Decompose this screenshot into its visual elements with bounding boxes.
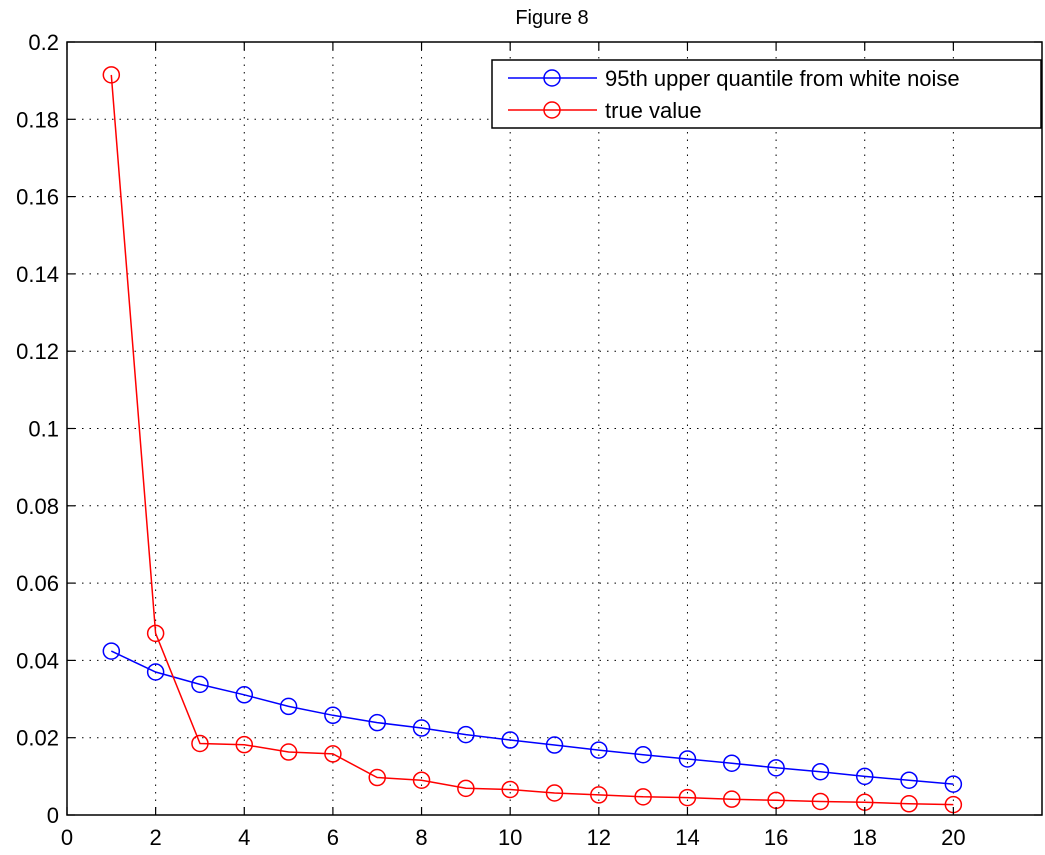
- y-tick-label: 0.12: [16, 339, 59, 364]
- data-point-series-1: [545, 784, 564, 802]
- data-point-series-0: [235, 686, 254, 704]
- grid-lines: [66, 41, 1042, 816]
- data-point-series-1: [723, 790, 741, 808]
- x-tick-label: 6: [327, 825, 339, 850]
- data-point-series-0: [368, 713, 386, 732]
- data-point-series-1: [412, 771, 431, 789]
- x-tick-label: 2: [150, 825, 162, 850]
- x-tick-label: 16: [764, 825, 788, 850]
- data-point-series-1: [235, 735, 254, 754]
- data-point-series-1: [634, 788, 652, 806]
- data-point-series-1: [368, 768, 386, 787]
- legend-marker-series-0: [543, 69, 561, 87]
- data-point-series-0: [767, 759, 785, 777]
- y-tick-label: 0.08: [16, 494, 59, 519]
- data-point-series-0: [501, 731, 519, 749]
- data-point-series-0: [944, 775, 963, 793]
- x-tick-label: 8: [415, 825, 427, 850]
- legend-label-series-1: true value: [605, 98, 702, 123]
- plot-series: [102, 66, 963, 814]
- data-point-series-0: [545, 736, 564, 754]
- data-point-series-0: [146, 663, 165, 681]
- data-point-series-1: [191, 734, 209, 753]
- y-tick-label: 0.06: [16, 571, 59, 596]
- legend-box: [491, 59, 1042, 129]
- y-tick-label: 0.2: [28, 30, 59, 55]
- data-point-series-0: [855, 767, 874, 786]
- x-tick-label: 14: [675, 825, 699, 850]
- series-line-0: [110, 650, 954, 785]
- data-point-series-0: [900, 771, 918, 789]
- data-point-series-0: [412, 719, 431, 737]
- data-point-series-1: [590, 786, 608, 804]
- legend-marker-series-1: [543, 101, 561, 119]
- data-point-series-1: [900, 795, 918, 813]
- data-point-series-1: [279, 743, 298, 761]
- series-line-1: [110, 74, 954, 806]
- legend: 95th upper quantile from white noise tru…: [491, 59, 1042, 129]
- y-tick-label: 0.18: [16, 107, 59, 132]
- y-tick-label: 0.14: [16, 262, 59, 287]
- data-point-series-0: [678, 750, 697, 768]
- data-point-series-0: [102, 642, 121, 660]
- x-tick-label: 18: [852, 825, 876, 850]
- data-point-series-0: [324, 706, 342, 725]
- data-point-series-1: [324, 745, 342, 763]
- legend-label-series-0: 95th upper quantile from white noise: [605, 66, 960, 91]
- x-tick-label: 12: [587, 825, 611, 850]
- data-point-series-0: [811, 762, 830, 781]
- data-point-series-1: [501, 780, 519, 799]
- data-point-series-0: [590, 741, 608, 759]
- x-tick-label: 20: [941, 825, 965, 850]
- x-tick-label: 10: [498, 825, 522, 850]
- data-point-series-1: [457, 779, 475, 798]
- data-point-series-0: [723, 754, 741, 772]
- chart-title: Figure 8: [515, 7, 588, 29]
- y-tick-label: 0.16: [16, 185, 59, 210]
- data-point-series-1: [102, 66, 121, 84]
- data-point-series-1: [146, 624, 165, 643]
- x-tick-label: 4: [238, 825, 250, 850]
- data-point-series-0: [279, 697, 298, 716]
- data-point-series-1: [678, 788, 697, 807]
- y-tick-label: 0.04: [16, 648, 59, 673]
- data-point-series-0: [457, 725, 475, 744]
- data-point-series-1: [811, 792, 830, 811]
- data-point-series-0: [191, 675, 209, 694]
- y-tick-label: 0: [47, 803, 59, 828]
- data-point-series-0: [634, 745, 652, 764]
- y-tick-label: 0.02: [16, 726, 59, 751]
- axis-ticks: 0 2 4 6 8 10 12 14 16 18 20 0 0.02 0.04 0.06 0.08 0.1 0.1…: [16, 30, 1042, 850]
- y-tick-label: 0.1: [28, 417, 59, 442]
- x-tick-label: 0: [61, 825, 73, 850]
